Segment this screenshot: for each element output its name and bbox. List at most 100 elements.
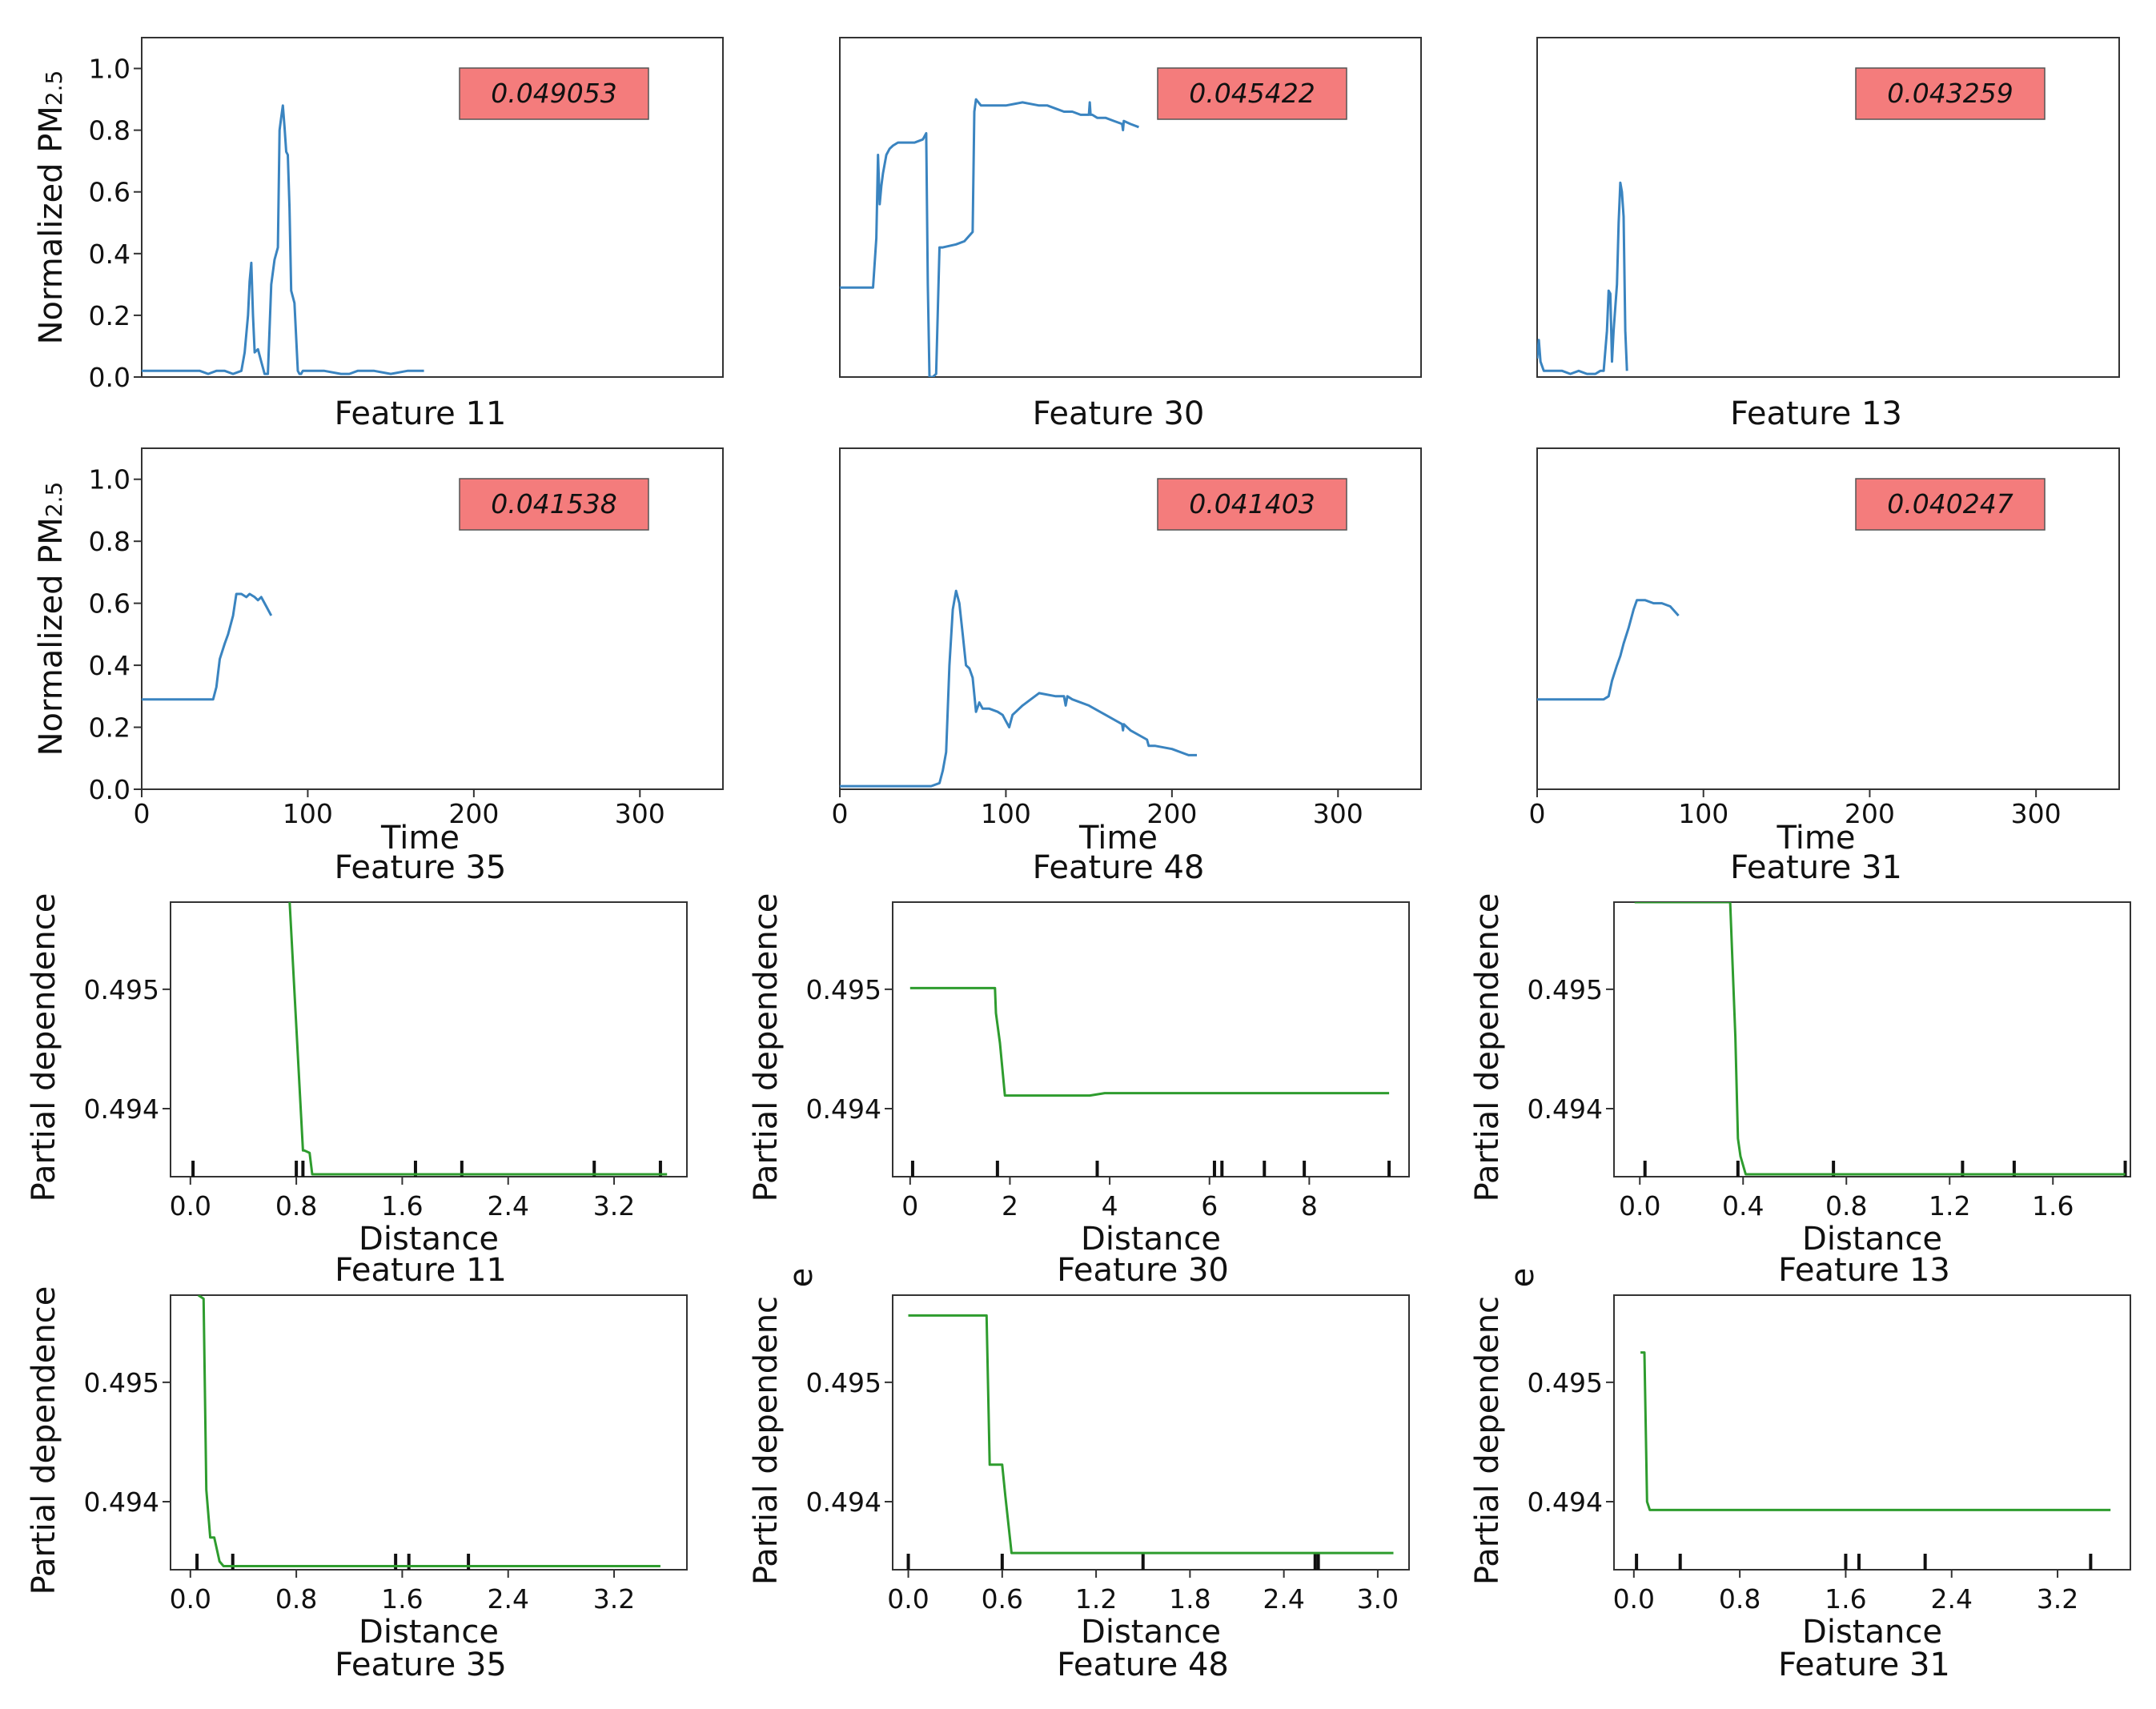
rug-marks — [1635, 1554, 2093, 1570]
series-line — [840, 98, 1139, 377]
x-tick-label: 300 — [615, 798, 665, 829]
x-ticks: 0.0 0.8 1.6 2.4 3.2 — [1613, 1570, 2078, 1615]
x-tick-label: 0.0 — [1619, 1190, 1660, 1222]
y-axis-label: Partial dependence — [26, 893, 62, 1202]
series-line — [1537, 181, 1628, 375]
feature-label: Feature 31 — [1730, 849, 1902, 886]
score-value: 0.045422 — [1189, 78, 1315, 109]
panel-pd-31: 0.494 0.495 0.0 0.8 1.6 2.4 3.2 Partial depende… — [1469, 1268, 2131, 1651]
x-axis-label: Distance — [1081, 1614, 1221, 1651]
x-tick-label: 0.8 — [275, 1583, 317, 1615]
x-axis-label: Time — [380, 820, 460, 857]
y-axis-label-main: Partial dependence — [26, 1286, 62, 1595]
panel-pd-11: 0.494 0.495 0.0 0.8 1.6 2.4 3.2 Partial depende… — [26, 893, 688, 1258]
y-axis-label: Normalized PM2.5 — [33, 482, 70, 756]
y-axis-label-sub: 2.5 — [41, 482, 67, 518]
y-axis-label-main: Partial dependenc — [1469, 1296, 1506, 1585]
axes-frame — [1536, 447, 2120, 790]
x-tick-label: 2.4 — [487, 1583, 528, 1615]
y-tick-label: 0.494 — [806, 1093, 881, 1125]
y-axis-label-main: Normalized PM — [33, 517, 70, 756]
y-tick-label: 0.8 — [89, 526, 130, 557]
axes-frame — [1613, 1294, 2131, 1571]
y-axis-label-fragment: e — [783, 1268, 820, 1288]
y-axis-label: Partial dependence — [1469, 893, 1506, 1202]
x-tick-label: 200 — [1845, 798, 1895, 829]
y-tick-label: 0.4 — [89, 650, 130, 681]
feature-label: Feature 48 — [1033, 849, 1205, 886]
y-axis-label: Partial dependenc — [748, 1296, 785, 1585]
x-tick-label: 2.4 — [1930, 1583, 1972, 1615]
x-tick-label: 0.0 — [1613, 1583, 1655, 1615]
series-line — [288, 902, 668, 1176]
x-ticks: 0.0 0.6 1.2 1.8 2.4 3.0 — [887, 1570, 1399, 1615]
y-tick-label: 0.495 — [1528, 974, 1603, 1005]
x-tick-label: 3.2 — [593, 1190, 635, 1222]
axes-frame — [141, 447, 724, 790]
axes-frame — [1613, 901, 2131, 1177]
y-tick-label: 0.494 — [806, 1486, 881, 1518]
y-axis-label: Partial dependence — [26, 1286, 62, 1595]
x-tick-label: 3.2 — [2037, 1583, 2078, 1615]
score-box — [1157, 478, 1347, 531]
series-line — [142, 592, 273, 701]
x-tick-label: 2.4 — [1263, 1583, 1304, 1615]
axes-frame — [1536, 37, 2120, 378]
series-line — [142, 104, 424, 375]
x-ticks: 0.0 0.4 0.8 1.2 1.6 — [1619, 1177, 2074, 1222]
x-tick-label: 2 — [1002, 1190, 1018, 1222]
x-tick-label: 1.6 — [381, 1190, 423, 1222]
feature-label: Feature 13 — [1778, 1252, 1950, 1289]
x-tick-label: 2.4 — [487, 1190, 528, 1222]
feature-label: Feature 11 — [335, 395, 507, 432]
x-tick-label: 3.0 — [1357, 1583, 1399, 1615]
y-tick-label: 0.0 — [89, 774, 130, 805]
x-axis-label: Time — [1777, 820, 1856, 857]
y-tick-label: 0.495 — [84, 1367, 159, 1398]
x-tick-label: 6 — [1201, 1190, 1218, 1222]
axes-frame — [892, 1294, 1410, 1571]
y-tick-label: 0.494 — [84, 1093, 159, 1125]
series-line — [1634, 902, 2126, 1176]
y-tick-label: 0.495 — [806, 974, 881, 1005]
y-axis-label: Normalized PM2.5 — [33, 70, 70, 345]
x-tick-label: 1.6 — [381, 1583, 423, 1615]
score-box — [1855, 478, 2046, 531]
x-tick-label: 4 — [1102, 1190, 1118, 1222]
score-value: 0.041403 — [1189, 488, 1315, 520]
y-tick-label: 0.6 — [89, 177, 130, 208]
x-tick-label: 0.6 — [982, 1583, 1023, 1615]
y-tick-label: 0.8 — [89, 115, 130, 146]
score-box — [459, 67, 649, 120]
y-axis-label: Partial dependenc — [1469, 1296, 1506, 1585]
x-ticks: 0 100 200 300 — [1529, 789, 2062, 829]
panel-ts-13: 0.043259 — [1536, 37, 2120, 378]
feature-label: Feature 31 — [1778, 1647, 1950, 1683]
x-ticks: 0 100 200 300 — [832, 789, 1363, 829]
series-line — [840, 589, 1197, 788]
series-line — [1537, 599, 1680, 701]
y-tick-label: 1.0 — [89, 54, 130, 85]
series-line — [908, 1314, 1394, 1555]
y-axis-label-main: Partial dependence — [748, 893, 785, 1202]
feature-label: Feature 13 — [1730, 395, 1902, 432]
x-tick-label: 300 — [1313, 798, 1363, 829]
series-line — [1640, 1351, 2111, 1511]
panel-ts-30: 0.045422 — [839, 37, 1422, 378]
score-value: 0.043259 — [1887, 78, 2013, 109]
x-tick-label: 1.6 — [2032, 1190, 2074, 1222]
x-ticks: 0 100 200 300 — [134, 789, 665, 829]
y-tick-label: 0.495 — [1528, 1367, 1603, 1398]
x-tick-label: 1.2 — [1075, 1583, 1117, 1615]
y-axis-label-fragment: e — [1504, 1268, 1541, 1288]
y-tick-label: 0.0 — [89, 362, 130, 393]
y-tick-label: 1.0 — [89, 464, 130, 495]
y-axis-label-main: Partial dependence — [1469, 893, 1506, 1202]
x-tick-label: 0.4 — [1722, 1190, 1764, 1222]
x-tick-label: 1.6 — [1825, 1583, 1866, 1615]
x-tick-label: 0.8 — [275, 1190, 317, 1222]
x-tick-label: 100 — [283, 798, 333, 829]
score-value: 0.041538 — [491, 488, 616, 520]
axes-frame — [170, 1294, 688, 1571]
y-axis-label-main: Partial dependence — [26, 893, 62, 1202]
